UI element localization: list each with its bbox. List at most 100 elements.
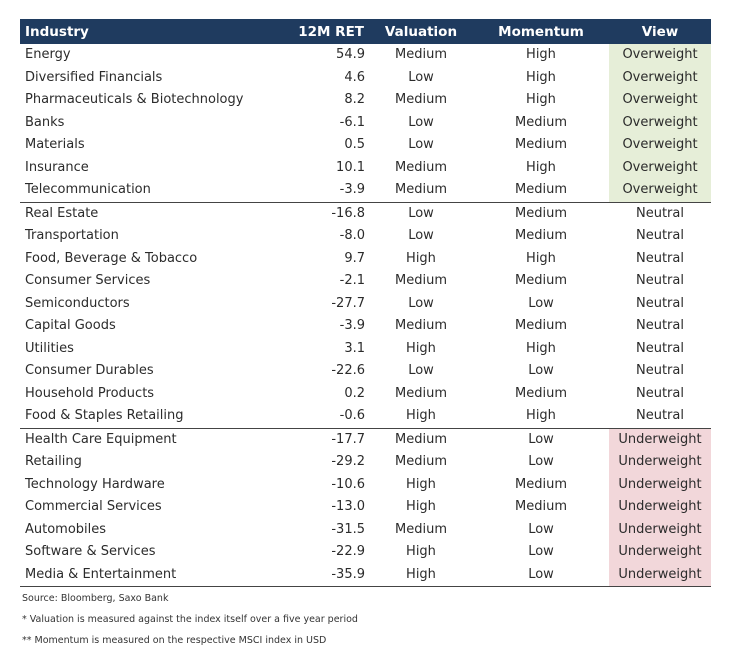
industry-cell: Diversified Financials <box>25 69 163 85</box>
industry-cell: Technology Hardware <box>25 476 165 492</box>
table-row: Telecommunication -3.9 Medium Medium Overwei… <box>20 179 711 202</box>
industry-cell: Pharmaceuticals & Biotechnology <box>25 92 244 108</box>
momentum-cell: Low <box>528 454 554 470</box>
header-view: View <box>609 19 711 44</box>
view-cell: Underweight <box>609 451 711 474</box>
return-cell: -35.9 <box>264 563 369 587</box>
momentum-cell: Low <box>473 427 609 451</box>
industry-cell: Consumer Services <box>25 273 151 289</box>
valuation-cell: Low <box>408 114 434 130</box>
valuation-cell: Medium <box>395 182 447 198</box>
valuation-cell: Low <box>408 295 434 311</box>
return-cell: -8.0 <box>339 228 365 244</box>
return-cell: -29.2 <box>331 454 365 470</box>
industry-cell: Semiconductors <box>25 295 130 311</box>
valuation-cell: Medium <box>395 47 447 63</box>
valuation-cell: Low <box>408 69 434 85</box>
return-cell: -17.7 <box>264 427 369 451</box>
return-cell: -16.8 <box>264 201 369 225</box>
return-cell: -0.6 <box>339 408 365 424</box>
table-row: Media & Entertainment -35.9 High Low Underwe… <box>20 563 711 587</box>
table-row: Diversified Financials 4.6 Low High Overweig… <box>20 66 711 89</box>
view-cell: Underweight <box>609 473 711 496</box>
header-industry: Industry <box>20 19 264 44</box>
momentum-cell: Low <box>528 544 554 560</box>
industry-cell: Health Care Equipment <box>20 427 264 451</box>
header-row: Industry 12M RET Valuation Momentum View <box>20 19 711 44</box>
return-cell: 9.7 <box>344 250 365 266</box>
view-cell: Neutral <box>609 360 711 383</box>
table-row: Household Products 0.2 Medium Medium Neutral <box>20 382 711 405</box>
return-cell: 0.5 <box>344 137 365 153</box>
industry-cell: Media & Entertainment <box>20 563 264 587</box>
view-cell: Underweight <box>609 427 711 451</box>
table-row: Consumer Durables -22.6 Low Low Neutral <box>20 360 711 383</box>
return-cell: -3.9 <box>339 182 365 198</box>
industry-cell: Telecommunication <box>25 182 151 198</box>
view-cell: Overweight <box>609 179 711 202</box>
industry-cell: Materials <box>25 137 85 153</box>
table-row: Capital Goods -3.9 Medium Medium Neutral <box>20 315 711 338</box>
table-row: Insurance 10.1 Medium High Overweight <box>20 156 711 179</box>
momentum-cell: Medium <box>515 228 567 244</box>
return-cell: -10.6 <box>331 476 365 492</box>
industry-cell: Energy <box>25 47 71 63</box>
view-cell: Neutral <box>609 382 711 405</box>
view-cell: Neutral <box>609 405 711 428</box>
table-row: Food & Staples Retailing -0.6 High High Neut… <box>20 405 711 428</box>
table-body: Energy 54.9 Medium High Overweight Diversifie… <box>20 44 711 587</box>
momentum-cell: Medium <box>515 476 567 492</box>
return-cell: -31.5 <box>331 521 365 537</box>
industry-table-container: Industry 12M RET Valuation Momentum View… <box>20 19 711 653</box>
valuation-cell: Medium <box>395 273 447 289</box>
view-cell: Overweight <box>609 156 711 179</box>
table-row: Energy 54.9 Medium High Overweight <box>20 44 711 67</box>
view-cell: Neutral <box>609 201 711 225</box>
view-cell: Neutral <box>609 337 711 360</box>
industry-cell: Utilities <box>25 340 74 356</box>
return-cell: -22.6 <box>331 363 365 379</box>
table-row: Transportation -8.0 Low Medium Neutral <box>20 225 711 248</box>
header-12m-ret: 12M RET <box>264 19 369 44</box>
valuation-cell: High <box>406 499 436 515</box>
view-cell: Underweight <box>609 563 711 587</box>
industry-cell: Banks <box>25 114 65 130</box>
valuation-cell: Medium <box>395 159 447 175</box>
momentum-cell: High <box>526 250 556 266</box>
industry-views-table: Industry 12M RET Valuation Momentum View… <box>20 19 711 587</box>
return-cell: 4.6 <box>344 69 365 85</box>
table-row: Real Estate -16.8 Low Medium Neutral <box>20 201 711 225</box>
valuation-cell: Low <box>408 137 434 153</box>
return-cell: 54.9 <box>336 47 365 63</box>
valuation-cell: High <box>406 408 436 424</box>
valuation-cell: Medium <box>395 521 447 537</box>
industry-cell: Food, Beverage & Tobacco <box>25 250 198 266</box>
return-cell: 8.2 <box>344 92 365 108</box>
view-cell: Neutral <box>609 292 711 315</box>
valuation-cell: Low <box>408 363 434 379</box>
source-note: Source: Bloomberg, Saxo Bank <box>22 593 169 604</box>
view-cell: Overweight <box>609 66 711 89</box>
table-row: Retailing -29.2 Medium Low Underweight <box>20 451 711 474</box>
valuation-cell: Low <box>408 228 434 244</box>
table-row: Automobiles -31.5 Medium Low Underweight <box>20 518 711 541</box>
valuation-cell: Medium <box>395 385 447 401</box>
momentum-cell: Medium <box>515 385 567 401</box>
return-cell: 10.1 <box>336 159 365 175</box>
view-cell: Underweight <box>609 496 711 519</box>
valuation-cell: High <box>406 250 436 266</box>
table-row: Technology Hardware -10.6 High Medium Underw… <box>20 473 711 496</box>
valuation-footnote: * Valuation is measured against the inde… <box>22 614 358 625</box>
valuation-cell: High <box>406 340 436 356</box>
valuation-cell: Medium <box>369 427 473 451</box>
momentum-cell: Low <box>528 295 554 311</box>
valuation-cell: High <box>369 563 473 587</box>
momentum-cell: High <box>526 92 556 108</box>
view-cell: Neutral <box>609 315 711 338</box>
return-cell: -27.7 <box>331 295 365 311</box>
industry-cell: Capital Goods <box>25 318 116 334</box>
return-cell: -2.1 <box>339 273 365 289</box>
momentum-cell: Medium <box>515 114 567 130</box>
industry-cell: Real Estate <box>20 201 264 225</box>
momentum-cell: Medium <box>515 499 567 515</box>
